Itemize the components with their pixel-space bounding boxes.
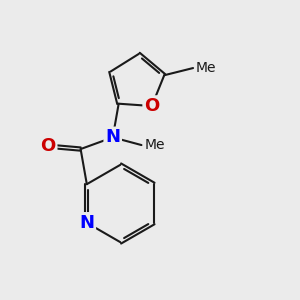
Text: Me: Me: [144, 138, 165, 152]
Text: N: N: [105, 128, 120, 146]
Text: Me: Me: [196, 61, 217, 75]
Text: O: O: [40, 137, 56, 155]
Text: O: O: [144, 97, 159, 115]
Text: N: N: [79, 214, 94, 232]
